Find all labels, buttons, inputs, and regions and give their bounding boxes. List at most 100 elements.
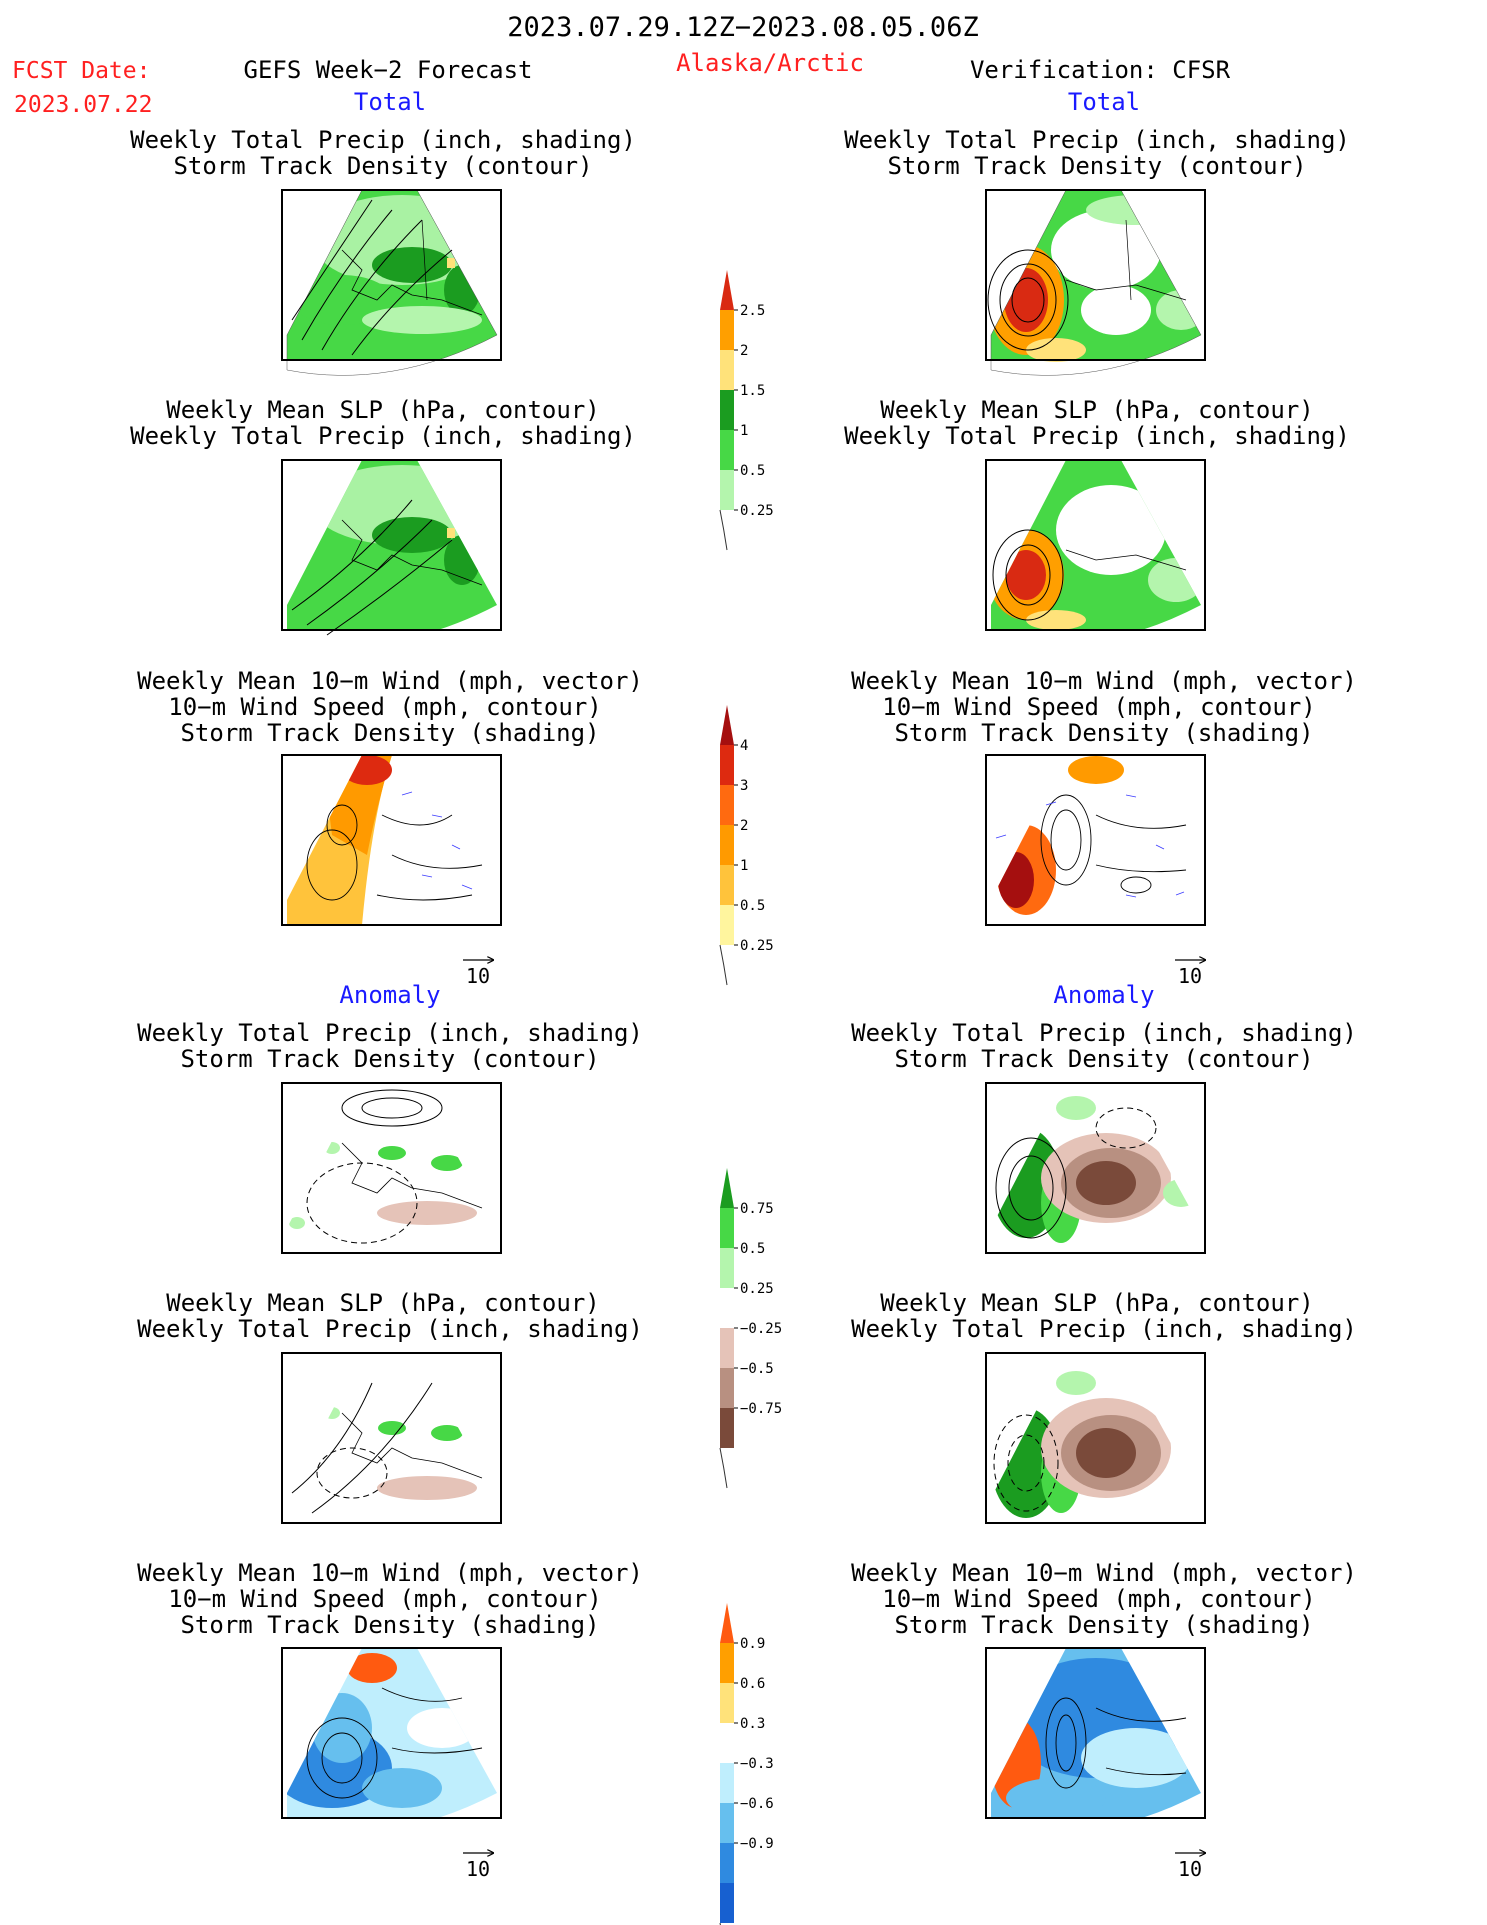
colorbar-label: 0.25	[740, 938, 774, 954]
colorbar-storm_anom: 0.9 0.6 0.3 −0.3 −0.6 −0.9	[719, 1603, 774, 1925]
colorbar-swatch	[720, 1368, 734, 1408]
map-panel-anom-slp-gefs	[281, 1352, 502, 1524]
colorbar-precip_total: 2.5 2 1.5 1 0.5 0.25	[719, 270, 774, 551]
colorbar-swatch	[720, 1723, 734, 1763]
model-name: GEFS Week−2 Forecast	[244, 56, 533, 84]
title-r3-a: Weekly Mean 10−m Wind (mph, vector)	[851, 667, 1357, 695]
reference-vectors: 10 10 10 10	[463, 960, 1205, 1881]
colorbar-label: 2	[740, 818, 748, 834]
title-r5-b: Weekly Total Precip (inch, shading)	[851, 1315, 1357, 1343]
title-r1-b: Storm Track Density (contour)	[887, 152, 1306, 180]
colorbar-swatch	[720, 1208, 734, 1248]
colorbar-precip_anom: 0.75 0.5 0.25 −0.25 −0.5 −0.75	[719, 1168, 782, 1489]
colorbar-top-arrow	[720, 1168, 734, 1208]
ref-label-r6: 10	[1178, 1857, 1202, 1881]
title-l3-b: 10−m Wind Speed (mph, contour)	[168, 693, 601, 721]
title-l5-b: Weekly Total Precip (inch, shading)	[137, 1315, 643, 1343]
title-l2-a: Weekly Mean SLP (hPa, contour)	[166, 396, 599, 424]
colorbar-label: 3	[740, 778, 748, 794]
colorbar-top-arrow	[720, 705, 734, 745]
colorbar-label: 4	[740, 738, 748, 754]
colorbar-tail	[719, 1447, 728, 1489]
colorbar-swatch	[720, 1843, 734, 1883]
colorbar-swatch	[720, 1803, 734, 1843]
colorbar-label: −0.3	[740, 1756, 774, 1772]
map-panel-total-precip-gefs	[281, 189, 502, 376]
colorbar-tail	[719, 944, 728, 986]
colorbar-label: 0.75	[740, 1201, 774, 1217]
panel-titles: Weekly Total Precip (inch, shading) Stor…	[130, 126, 1357, 1639]
colorbar-top-arrow	[720, 270, 734, 310]
colorbar-swatch	[720, 430, 734, 470]
map-panel-slp-precip-gefs	[281, 459, 502, 636]
title-l4-a: Weekly Total Precip (inch, shading)	[137, 1019, 643, 1047]
title-l2-b: Weekly Total Precip (inch, shading)	[130, 422, 636, 450]
section-anomaly-right: Anomaly	[1053, 981, 1154, 1009]
title-r3-b: 10−m Wind Speed (mph, contour)	[882, 693, 1315, 721]
date-range: 2023.07.29.12Z−2023.08.05.06Z	[507, 12, 978, 43]
title-r5-a: Weekly Mean SLP (hPa, contour)	[880, 1289, 1313, 1317]
section-anomaly-left: Anomaly	[339, 981, 440, 1009]
colorbar-label: 0.25	[740, 1281, 774, 1297]
map-panel-anom-slp-cfsr	[985, 1352, 1206, 1524]
title-l1-b: Storm Track Density (contour)	[173, 152, 592, 180]
colorbar-swatch	[720, 1248, 734, 1288]
title-l5-a: Weekly Mean SLP (hPa, contour)	[166, 1289, 599, 1317]
colorbar-label: 2	[740, 343, 748, 359]
colorbar-swatch	[720, 1883, 734, 1923]
map-panel-slp-precip-cfsr	[985, 459, 1206, 631]
colorbar-label: 0.5	[740, 463, 765, 479]
colorbar-label: 0.3	[740, 1716, 765, 1732]
section-total-right: Total	[1068, 88, 1140, 116]
colorbar-swatch	[720, 825, 734, 865]
colorbar-swatch	[720, 1763, 734, 1803]
colorbar-label: −0.25	[740, 1321, 782, 1337]
colorbar-swatch	[720, 1288, 734, 1328]
colorbar-swatch	[720, 745, 734, 785]
title-r4-b: Storm Track Density (contour)	[894, 1045, 1313, 1073]
title-r6-c: Storm Track Density (shading)	[894, 1611, 1313, 1639]
title-r2-a: Weekly Mean SLP (hPa, contour)	[880, 396, 1313, 424]
colorbar-swatch	[720, 1683, 734, 1723]
colorbar-label: −0.75	[740, 1401, 782, 1417]
colorbar-label: 1.5	[740, 383, 765, 399]
map-panel-wind-total-cfsr	[985, 754, 1206, 926]
title-r2-b: Weekly Total Precip (inch, shading)	[844, 422, 1350, 450]
colorbar-swatch	[720, 310, 734, 350]
map-panel-total-precip-cfsr	[985, 189, 1206, 376]
map-panel-wind-total-gefs	[281, 754, 502, 926]
title-r4-a: Weekly Total Precip (inch, shading)	[851, 1019, 1357, 1047]
title-r6-b: 10−m Wind Speed (mph, contour)	[882, 1585, 1315, 1613]
title-l6-a: Weekly Mean 10−m Wind (mph, vector)	[137, 1559, 643, 1587]
colorbar-label: 0.5	[740, 898, 765, 914]
colorbar-label: −0.9	[740, 1836, 774, 1852]
title-l1-a: Weekly Total Precip (inch, shading)	[130, 126, 636, 154]
colorbar-label: −0.5	[740, 1361, 774, 1377]
region-label: Alaska/Arctic	[676, 49, 864, 77]
colorbars: 2.5 2 1.5 1 0.5 0.25 4 3 2 1 0.5 0.25 0.75 0.5 0.25 −0.…	[719, 270, 782, 1925]
section-total-left: Total	[354, 88, 426, 116]
colorbar-swatch	[720, 470, 734, 510]
title-l3-c: Storm Track Density (shading)	[180, 719, 599, 747]
colorbar-swatch	[720, 350, 734, 390]
map-panel-anom-wind-gefs	[281, 1647, 502, 1819]
title-r6-a: Weekly Mean 10−m Wind (mph, vector)	[851, 1559, 1357, 1587]
title-l4-b: Storm Track Density (contour)	[180, 1045, 599, 1073]
colorbar-swatch	[720, 785, 734, 825]
colorbar-swatch	[720, 1643, 734, 1683]
fcst-label: FCST Date:	[12, 58, 150, 84]
colorbar-swatch	[720, 1328, 734, 1368]
map-panel-anom-precip-gefs	[281, 1082, 502, 1254]
ref-label-l3: 10	[466, 964, 490, 988]
colorbar-label: 0.9	[740, 1636, 765, 1652]
map-panel-anom-wind-cfsr	[985, 1647, 1206, 1819]
colorbar-swatch	[720, 865, 734, 905]
colorbar-top-arrow	[720, 1603, 734, 1643]
colorbar-swatch	[720, 1408, 734, 1448]
colorbar-label: 0.25	[740, 503, 774, 519]
map-panel-anom-precip-cfsr	[985, 1082, 1206, 1254]
colorbar-label: 2.5	[740, 303, 765, 319]
colorbar-label: 1	[740, 858, 748, 874]
ref-label-l6: 10	[466, 1857, 490, 1881]
